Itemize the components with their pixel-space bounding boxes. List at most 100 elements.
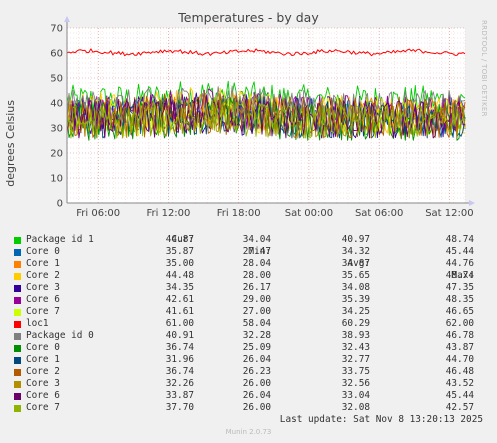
legend-avg: 40.97 [341, 234, 370, 245]
legend-row: Core 6 42.61 29.00 35.39 48.35 [12, 294, 492, 306]
legend-series-name: Core 2 [26, 366, 60, 377]
legend-series-name: Package id 1 [26, 234, 94, 245]
legend-avg: 32.77 [341, 354, 370, 365]
legend-series-name: loc1 [26, 318, 49, 329]
legend-table: Cur: Min: Avg: Max: Package id 1 44.87 34.… [12, 222, 492, 414]
legend-cur: 40.91 [165, 330, 194, 341]
legend-min: 26.00 [242, 378, 271, 389]
legend-row: Core 7 41.61 27.00 34.25 46.65 [12, 306, 492, 318]
legend-row: Core 2 36.74 26.23 33.75 46.48 [12, 366, 492, 378]
legend-avg: 32.08 [341, 402, 370, 413]
chart-title: Temperatures - by day [178, 10, 319, 25]
legend-avg: 34.08 [341, 282, 370, 293]
legend-max: 43.87 [445, 342, 474, 353]
legend-swatch [14, 273, 21, 280]
legend-swatch [14, 321, 21, 328]
y-tick-label: 0 [57, 199, 63, 210]
series-line [66, 94, 466, 139]
legend-row: Core 6 33.87 26.04 33.04 45.44 [12, 390, 492, 402]
legend-swatch [14, 333, 21, 340]
legend-row: Package id 1 44.87 34.04 40.97 48.74 [12, 234, 492, 246]
legend-swatch [14, 345, 21, 352]
legend-min: 27.47 [242, 246, 271, 257]
legend-cur: 36.74 [165, 342, 194, 353]
legend-avg: 38.93 [341, 330, 370, 341]
legend-series-name: Core 7 [26, 402, 60, 413]
legend-min: 29.00 [242, 294, 271, 305]
legend-max: 46.78 [445, 330, 474, 341]
legend-series-name: Core 7 [26, 306, 60, 317]
legend-row: Core 0 36.74 25.09 32.43 43.87 [12, 342, 492, 354]
legend-cur: 44.48 [165, 270, 194, 281]
legend-avg: 60.29 [341, 318, 370, 329]
legend-max: 48.35 [445, 294, 474, 305]
legend-cur: 44.87 [165, 234, 194, 245]
legend-cur: 34.35 [165, 282, 194, 293]
last-update: Last update: Sat Nov 8 13:20:13 2025 [279, 414, 483, 425]
legend-avg: 35.39 [341, 294, 370, 305]
temperature-chart: 0 10 20 30 40 50 60 70 Fri 06:00 Fri 12:00 Fri 18:… [50, 16, 475, 219]
legend-cur: 35.00 [165, 258, 194, 269]
legend-header-max: Max: [451, 270, 474, 281]
legend-cur: 32.26 [165, 378, 194, 389]
legend-swatch [14, 285, 21, 292]
legend-max: 44.76 [445, 258, 474, 269]
legend-series-name: Core 1 [26, 354, 60, 365]
legend-min: 28.00 [242, 270, 271, 281]
x-tick-label: Sat 12:00 [425, 208, 473, 219]
legend-avg: 32.56 [341, 378, 370, 389]
legend-avg: 34.87 [341, 258, 370, 269]
legend-row: Core 0 35.87 27.47 34.32 45.44 [12, 246, 492, 258]
legend-header: Cur: Min: Avg: Max: [12, 222, 492, 281]
legend-series-name: Core 6 [26, 294, 60, 305]
legend-avg: 33.75 [341, 366, 370, 377]
legend-min: 58.04 [242, 318, 271, 329]
legend-min: 34.04 [242, 234, 271, 245]
legend-row: Core 3 34.35 26.17 34.08 47.35 [12, 282, 492, 294]
legend-series-name: Package id 0 [26, 330, 94, 341]
legend-min: 27.00 [242, 306, 271, 317]
legend-header-min: Min: [248, 246, 271, 257]
series-line [66, 97, 466, 139]
y-tick-label: 30 [50, 124, 63, 135]
legend-cur: 61.00 [165, 318, 194, 329]
legend-swatch [14, 261, 21, 268]
legend-min: 25.09 [242, 342, 271, 353]
legend-max: 48.74 [445, 270, 474, 281]
legend-max: 46.65 [445, 306, 474, 317]
legend-cur: 31.96 [165, 354, 194, 365]
legend-swatch [14, 393, 21, 400]
legend-swatch [14, 357, 21, 364]
y-tick-label: 20 [50, 149, 63, 160]
legend-swatch [14, 297, 21, 304]
legend-avg: 33.04 [341, 390, 370, 401]
legend-row: Core 7 37.70 26.00 32.08 42.57 [12, 402, 492, 414]
legend-max: 44.70 [445, 354, 474, 365]
legend-swatch [14, 369, 21, 376]
legend-avg: 34.25 [341, 306, 370, 317]
legend-min: 26.23 [242, 366, 271, 377]
legend-max: 45.44 [445, 246, 474, 257]
legend-min: 28.04 [242, 258, 271, 269]
legend-header-avg: Avg: [347, 258, 370, 269]
legend-row: Core 1 35.00 28.04 34.87 44.76 [12, 258, 492, 270]
legend-cur: 42.61 [165, 294, 194, 305]
legend-row: Core 2 44.48 28.00 35.65 48.74 [12, 270, 492, 282]
x-tick-label: Sat 00:00 [285, 208, 333, 219]
y-tick-label: 10 [50, 174, 63, 185]
legend-header-cur: Cur: [171, 234, 194, 245]
legend-cur: 36.74 [165, 366, 194, 377]
legend-swatch [14, 381, 21, 388]
legend-cur: 35.87 [165, 246, 194, 257]
legend-min: 26.00 [242, 402, 271, 413]
legend-series-name: Core 0 [26, 342, 60, 353]
legend-series-name: Core 0 [26, 246, 60, 257]
y-tick-label: 40 [50, 99, 63, 110]
x-tick-label: Fri 12:00 [146, 208, 190, 219]
y-axis-arrow [64, 16, 70, 22]
legend-avg: 32.43 [341, 342, 370, 353]
legend-max: 42.57 [445, 402, 474, 413]
legend-min: 26.04 [242, 390, 271, 401]
legend-series-name: Core 3 [26, 378, 60, 389]
legend-max: 45.44 [445, 390, 474, 401]
